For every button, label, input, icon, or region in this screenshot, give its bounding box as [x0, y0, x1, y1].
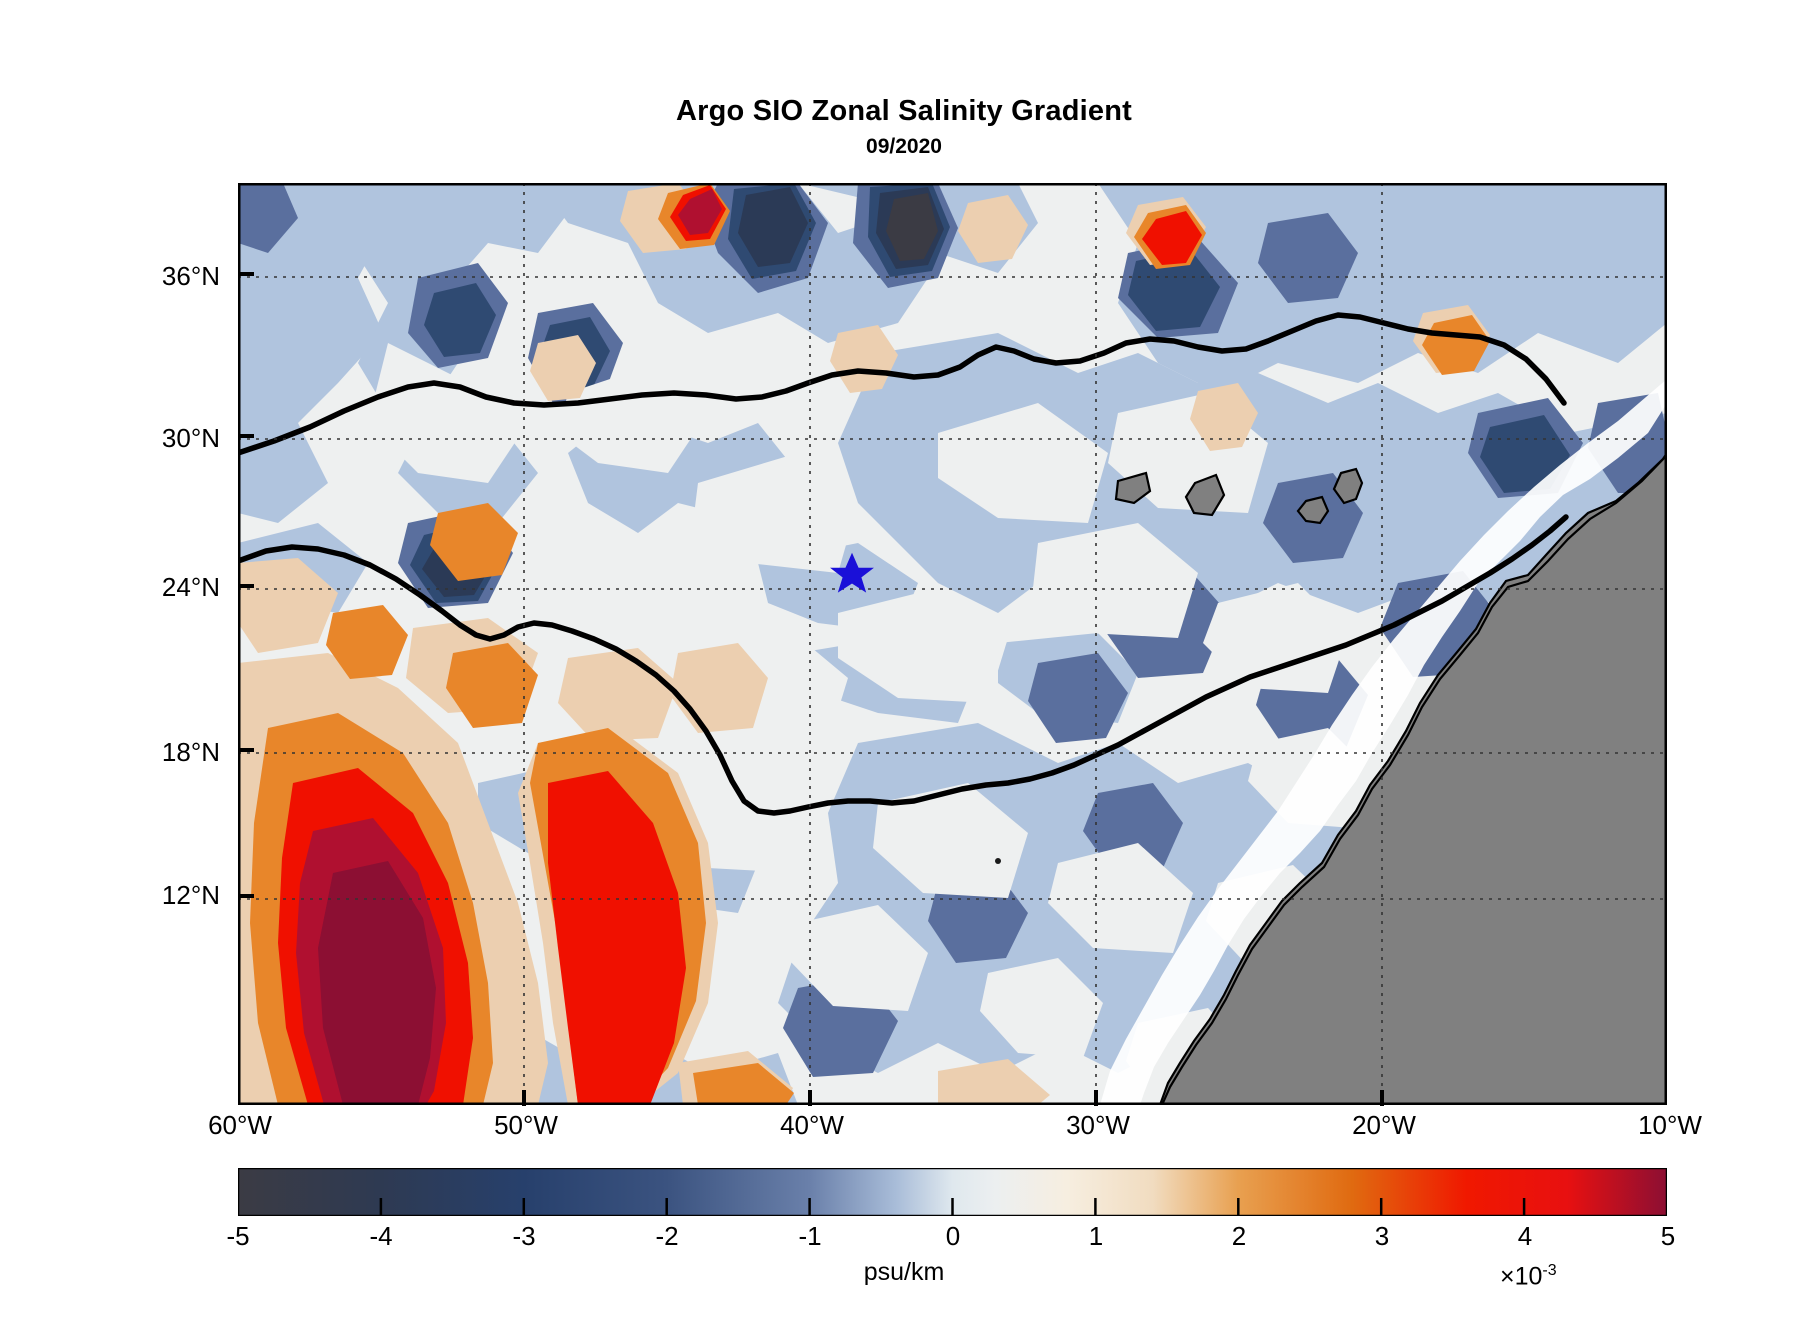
colorbar-tick--3: -3: [512, 1221, 536, 1251]
y-tick-label-12N: 12°N: [161, 880, 220, 910]
colorbar-tick--1: -1: [798, 1221, 822, 1251]
colorbar-gradient[interactable]: [238, 1168, 1667, 1216]
x-tick-label-60W: 60°W: [208, 1110, 272, 1140]
colorbar-tick--2: -2: [655, 1221, 679, 1251]
x-tick-label-20W: 20°W: [1352, 1110, 1416, 1140]
island-tenerife: [1332, 467, 1364, 505]
star-marker[interactable]: [830, 552, 874, 593]
x-tick-label-50W: 50°W: [494, 1110, 558, 1140]
contour-fill-group: [238, 183, 1667, 1105]
zero-contour-group: [238, 312, 1569, 816]
colorbar-tick--4: -4: [369, 1221, 393, 1251]
colorbar-tick--5: -5: [226, 1221, 250, 1251]
colorbar-tick-0: 0: [945, 1221, 961, 1251]
zero-contour-north: [238, 312, 1567, 456]
gridline-group: [238, 183, 1667, 1105]
colorbar-exponent-value: -3: [1542, 1262, 1557, 1279]
zero-contour-south: [238, 514, 1569, 816]
colorbar-exponent: ×10-3: [1500, 1262, 1680, 1291]
y-tick-label-30N: 30°N: [161, 423, 220, 453]
colorbar-tick-4: 4: [1517, 1221, 1533, 1251]
colorbar-exponent-prefix: ×10: [1500, 1262, 1543, 1291]
africa-landmass-fill: [1160, 453, 1667, 1105]
level-fill-p5b: [318, 861, 436, 1105]
colorbar-label: psu/km: [863, 1258, 945, 1286]
x-tick-label-10W: 10°W: [1638, 1110, 1702, 1140]
colorbar-tick-5: 5: [1660, 1221, 1676, 1251]
island-small-west: [1114, 471, 1152, 505]
y-tick-label-24N: 24°N: [161, 572, 220, 602]
small-point-marker: [995, 858, 1001, 864]
y-tick-label-36N: 36°N: [161, 261, 220, 291]
x-tick-label-40W: 40°W: [780, 1110, 844, 1140]
y-tick-label-18N: 18°N: [161, 737, 220, 767]
colorbar[interactable]: [238, 1168, 1667, 1216]
map-panel[interactable]: [238, 183, 1667, 1105]
island-madeira: [1184, 473, 1226, 517]
level-fill-m5: [886, 193, 938, 261]
colorbar-tick-3: 3: [1374, 1221, 1390, 1251]
x-tick-label-30W: 30°W: [1066, 1110, 1130, 1140]
colorbar-tick-1: 1: [1088, 1221, 1104, 1251]
contour-map[interactable]: [238, 183, 1667, 1105]
colorbar-tick-2: 2: [1231, 1221, 1247, 1251]
island-gran-canaria: [1296, 495, 1330, 525]
page-title: Argo SIO Zonal Salinity Gradient: [676, 95, 1132, 127]
coastal-white-buffer: [1100, 379, 1667, 1105]
page-subtitle: 09/2020: [866, 135, 942, 158]
